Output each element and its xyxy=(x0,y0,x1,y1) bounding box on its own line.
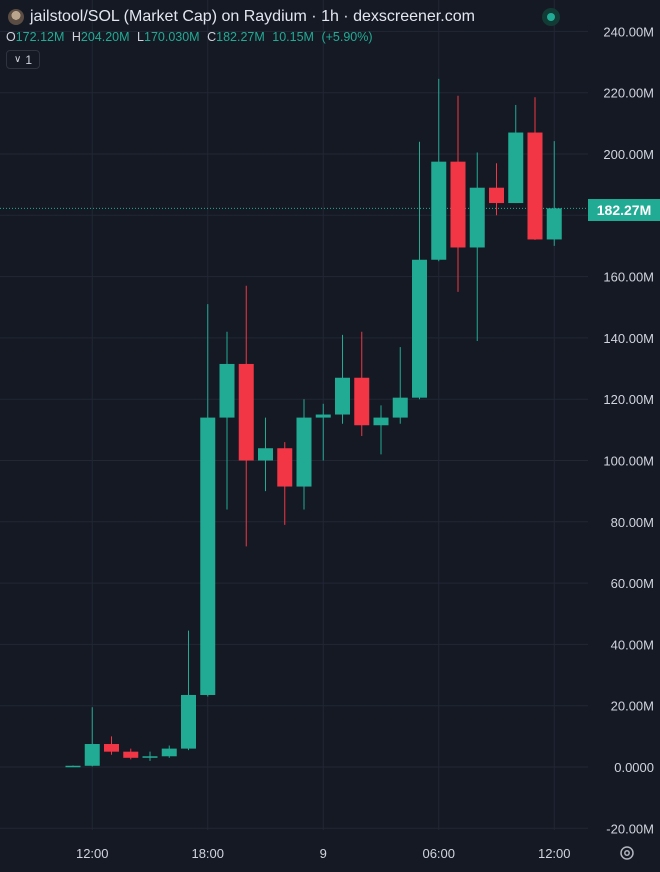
chevron-down-icon: ∨ xyxy=(13,54,22,65)
live-status-icon[interactable] xyxy=(542,8,560,26)
high-label: H xyxy=(71,30,81,44)
y-tick-label: 160.00M xyxy=(603,270,654,285)
grid-lines xyxy=(0,0,588,830)
candle[interactable] xyxy=(296,399,312,510)
x-tick-label: 06:00 xyxy=(422,846,455,861)
x-tick-label: 18:00 xyxy=(191,846,224,861)
candle[interactable] xyxy=(546,141,562,246)
chart-header: jailstool/SOL (Market Cap) on Raydium · … xyxy=(8,6,475,28)
candle[interactable] xyxy=(258,417,273,492)
ohlc-legend: O172.12M H204.20M L170.030M C182.27M 10.… xyxy=(6,30,377,44)
legend-toggle-button[interactable]: ∨ 1 xyxy=(6,50,40,69)
candle-body xyxy=(527,132,543,240)
candle-body xyxy=(508,132,524,204)
y-tick-label: 240.00M xyxy=(603,24,654,39)
candle-body xyxy=(142,756,158,758)
y-tick-label: 100.00M xyxy=(603,454,654,469)
y-tick-label: 20.00M xyxy=(611,699,654,714)
close-value: 182.27M xyxy=(216,30,265,44)
candle-body xyxy=(335,377,350,415)
low-label: L xyxy=(137,30,144,44)
candle-body xyxy=(104,744,119,752)
settings-gear-icon[interactable] xyxy=(618,844,636,862)
candle[interactable] xyxy=(277,442,293,525)
candle-body xyxy=(489,187,504,204)
candle-body xyxy=(181,694,196,749)
y-tick-label: 40.00M xyxy=(611,637,654,652)
change-value: (+5.90%) xyxy=(321,30,373,44)
candle-body xyxy=(238,363,254,461)
candle[interactable] xyxy=(335,334,350,424)
candle[interactable] xyxy=(161,745,177,758)
candle[interactable] xyxy=(123,748,139,760)
y-tick-label: 120.00M xyxy=(603,392,654,407)
candle-body xyxy=(65,765,81,768)
candle[interactable] xyxy=(84,707,100,767)
x-tick-label: 12:00 xyxy=(76,846,109,861)
y-tick-label: 220.00M xyxy=(603,86,654,101)
candle[interactable] xyxy=(65,765,81,768)
candle-body xyxy=(373,417,389,426)
candle[interactable] xyxy=(315,403,331,461)
candle[interactable] xyxy=(431,78,447,262)
candle-body xyxy=(450,161,466,248)
candle-body xyxy=(84,744,100,766)
y-axis-labels: 240.00M220.00M200.00M180.00M160.00M140.0… xyxy=(603,24,654,836)
open-label: O xyxy=(6,30,16,44)
candle-body xyxy=(431,161,447,260)
candle-body xyxy=(412,259,427,398)
candle-body xyxy=(219,363,235,418)
candle[interactable] xyxy=(238,285,254,547)
x-tick-label: 9 xyxy=(320,846,327,861)
candle[interactable] xyxy=(489,163,504,216)
candle[interactable] xyxy=(508,104,524,204)
candle[interactable] xyxy=(104,736,119,755)
candle-body xyxy=(392,397,408,418)
token-avatar-icon xyxy=(8,9,24,25)
candle[interactable] xyxy=(181,630,196,751)
volume-value: 10.15M xyxy=(272,30,314,44)
chart-title: jailstool/SOL (Market Cap) on Raydium · … xyxy=(30,8,475,25)
candle[interactable] xyxy=(412,141,427,400)
close-label: C xyxy=(207,30,217,44)
y-tick-label: 140.00M xyxy=(603,331,654,346)
candle-body xyxy=(315,414,331,418)
candle[interactable] xyxy=(373,405,389,455)
low-value: 170.030M xyxy=(144,30,200,44)
candle[interactable] xyxy=(219,331,235,510)
candle-body xyxy=(200,417,216,695)
y-tick-label: 0.0000 xyxy=(614,760,654,775)
candle[interactable] xyxy=(142,751,158,761)
y-tick-label: -20.00M xyxy=(606,821,654,836)
x-tick-label: 12:00 xyxy=(538,846,571,861)
candle[interactable] xyxy=(354,331,370,436)
y-tick-label: 200.00M xyxy=(603,147,654,162)
candle[interactable] xyxy=(527,97,543,240)
candle[interactable] xyxy=(200,304,216,697)
candle-body xyxy=(258,448,273,461)
candle[interactable] xyxy=(469,152,485,341)
candle-body xyxy=(296,417,312,487)
candle-body xyxy=(469,187,485,248)
y-tick-label: 60.00M xyxy=(611,576,654,591)
x-axis-labels: 12:00 18:00 9 06:00 12:00 xyxy=(76,846,571,861)
candle-body xyxy=(161,748,177,757)
candle[interactable] xyxy=(392,347,408,424)
candle-body xyxy=(277,448,293,487)
candle-body xyxy=(354,377,370,426)
candle-body xyxy=(123,751,139,758)
high-value: 204.20M xyxy=(80,30,130,44)
candle-body xyxy=(546,208,562,240)
indicator-count: 1 xyxy=(25,52,32,67)
last-price-badge: 182.27M xyxy=(588,199,660,221)
candle[interactable] xyxy=(450,95,466,292)
open-value: 172.12M xyxy=(15,30,65,44)
y-tick-label: 80.00M xyxy=(611,515,654,530)
candles xyxy=(65,78,562,768)
